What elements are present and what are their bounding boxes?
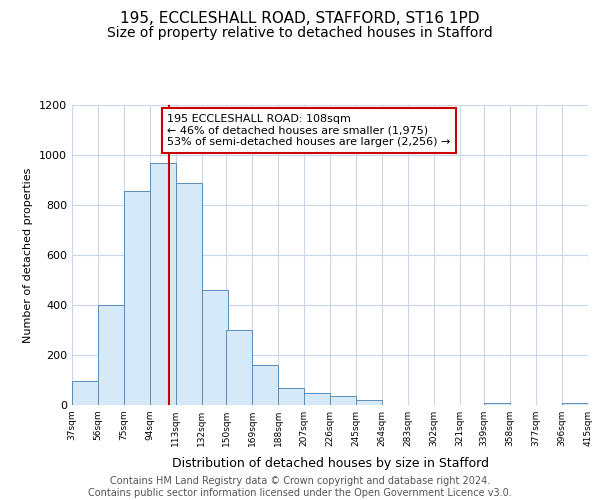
- Bar: [72, 381, 98, 405]
- Text: 195 ECCLESHALL ROAD: 108sqm
← 46% of detached houses are smaller (1,975)
53% of : 195 ECCLESHALL ROAD: 108sqm ← 46% of det…: [167, 114, 451, 147]
- Bar: [202, 290, 227, 405]
- Bar: [278, 388, 304, 405]
- Bar: [562, 402, 588, 405]
- Bar: [356, 400, 382, 405]
- Y-axis label: Number of detached properties: Number of detached properties: [23, 168, 34, 342]
- Bar: [484, 402, 510, 405]
- Text: Size of property relative to detached houses in Stafford: Size of property relative to detached ho…: [107, 26, 493, 40]
- Bar: [176, 182, 202, 405]
- Bar: [124, 191, 150, 405]
- X-axis label: Distribution of detached houses by size in Stafford: Distribution of detached houses by size …: [172, 458, 488, 470]
- Bar: [226, 330, 252, 405]
- Bar: [330, 396, 356, 405]
- Bar: [150, 162, 176, 405]
- Bar: [252, 365, 278, 405]
- Bar: [98, 305, 124, 405]
- Text: Contains HM Land Registry data © Crown copyright and database right 2024.
Contai: Contains HM Land Registry data © Crown c…: [88, 476, 512, 498]
- Text: 195, ECCLESHALL ROAD, STAFFORD, ST16 1PD: 195, ECCLESHALL ROAD, STAFFORD, ST16 1PD: [120, 11, 480, 26]
- Bar: [304, 392, 330, 405]
